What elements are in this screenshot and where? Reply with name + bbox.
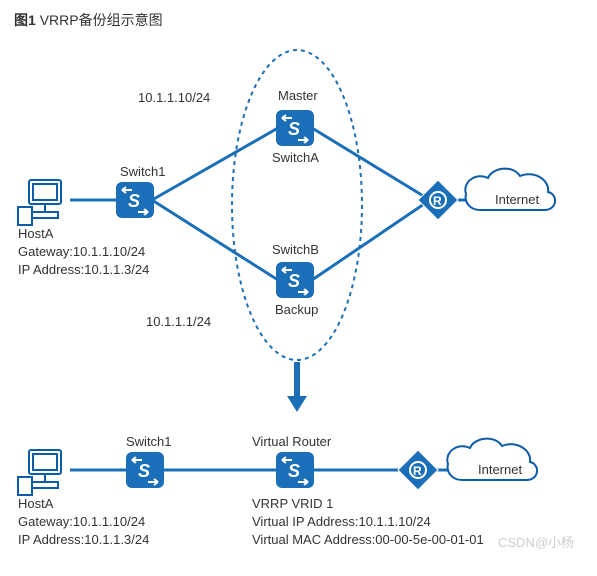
router-icon-top: R	[418, 180, 458, 220]
switchB-icon: S	[276, 262, 314, 298]
link-switch1-switchB	[152, 200, 278, 280]
figure-title-text: VRRP备份组示意图	[40, 12, 163, 28]
hostA-name-bottom: HostA	[18, 496, 53, 511]
hostA-gateway-top: Gateway:10.1.1.10/24	[18, 244, 145, 259]
switchA-role: Master	[278, 88, 318, 103]
svg-text:S: S	[128, 191, 140, 211]
vrrp-vmac: Virtual MAC Address:00-00-5e-00-01-01	[252, 532, 484, 547]
router-icon-bottom: R	[398, 450, 438, 490]
figure-title-prefix: 图1	[14, 12, 36, 28]
switch1-label-bottom: Switch1	[126, 434, 172, 449]
switchB-role: Backup	[275, 302, 318, 317]
diagram-canvas: S S S R	[0, 0, 597, 576]
internet-label-top: Internet	[495, 192, 539, 207]
link-switchB-router	[312, 200, 430, 280]
virtual-router-label: Virtual Router	[252, 434, 331, 449]
vrrp-vrid: VRRP VRID 1	[252, 496, 333, 511]
switch1-label-top: Switch1	[120, 164, 166, 179]
virtual-router-icon: S	[276, 452, 314, 488]
hostA-gateway-bottom: Gateway:10.1.1.10/24	[18, 514, 145, 529]
svg-text:R: R	[433, 194, 442, 208]
switch1-icon-bottom: S	[126, 452, 164, 488]
host-icon-bottom	[18, 450, 61, 495]
watermark-text: CSDN@小杨	[498, 532, 574, 551]
link-top-ip-label: 10.1.1.10/24	[138, 90, 210, 105]
hostA-ip-top: IP Address:10.1.1.3/24	[18, 262, 149, 277]
switch1-icon-top: S	[116, 182, 154, 218]
link-bottom-ip-label: 10.1.1.1/24	[146, 314, 211, 329]
svg-text:S: S	[138, 461, 150, 481]
svg-text:S: S	[288, 271, 300, 291]
arrow-down-icon	[287, 362, 307, 412]
host-icon-top	[18, 180, 61, 225]
svg-text:S: S	[288, 461, 300, 481]
switchB-label: SwitchB	[272, 242, 319, 257]
vrrp-vip: Virtual IP Address:10.1.1.10/24	[252, 514, 431, 529]
svg-text:R: R	[413, 464, 422, 478]
switchA-icon: S	[276, 110, 314, 146]
internet-label-bottom: Internet	[478, 462, 522, 477]
link-switch1-switchA	[152, 128, 278, 200]
hostA-ip-bottom: IP Address:10.1.1.3/24	[18, 532, 149, 547]
figure-title: 图1 VRRP备份组示意图	[14, 10, 163, 30]
link-switchA-router	[312, 128, 430, 200]
svg-text:S: S	[288, 119, 300, 139]
switchA-label: SwitchA	[272, 150, 319, 165]
hostA-name-top: HostA	[18, 226, 53, 241]
